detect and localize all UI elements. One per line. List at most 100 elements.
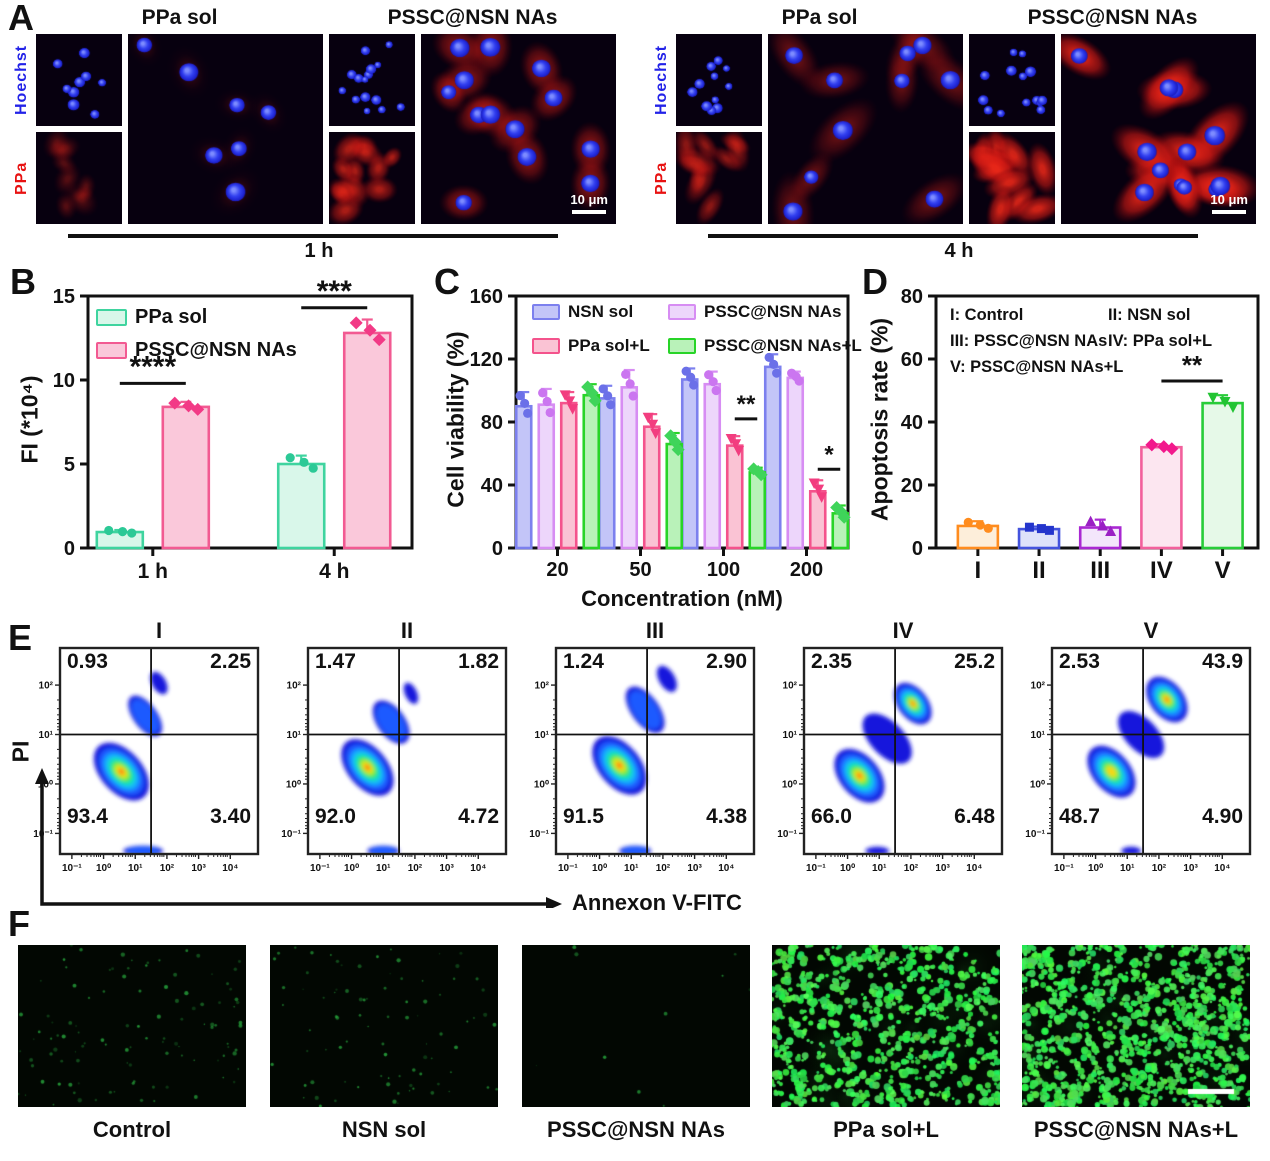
micrograph xyxy=(676,132,762,224)
svg-text:IV: IV xyxy=(1150,557,1173,584)
svg-text:40: 40 xyxy=(481,475,503,497)
legend-item: NSN sol xyxy=(532,302,633,322)
svg-text:10⁴: 10⁴ xyxy=(222,863,238,874)
svg-text:10²: 10² xyxy=(1031,681,1046,692)
scale-bar: 10 μm xyxy=(1210,191,1248,214)
svg-text:10⁻¹: 10⁻¹ xyxy=(33,829,53,840)
legend-item: PSSC@NSN NAs xyxy=(96,339,297,362)
svg-text:10¹: 10¹ xyxy=(1031,730,1046,741)
svg-text:10³: 10³ xyxy=(439,863,454,874)
svg-text:10⁻¹: 10⁻¹ xyxy=(310,863,330,874)
svg-text:10¹: 10¹ xyxy=(535,730,550,741)
svg-text:10³: 10³ xyxy=(935,863,950,874)
svg-text:0: 0 xyxy=(64,538,75,560)
svg-text:10⁰: 10⁰ xyxy=(286,779,301,790)
svg-text:10³: 10³ xyxy=(1183,863,1198,874)
flow-plot-title: V xyxy=(1143,618,1159,643)
svg-text:10²: 10² xyxy=(287,681,302,692)
svg-text:10²: 10² xyxy=(39,681,54,692)
legend-label: PPa sol xyxy=(135,306,208,328)
ppa-image xyxy=(329,132,415,224)
svg-text:III: III xyxy=(1090,557,1110,584)
ppa-image xyxy=(36,132,122,224)
svg-text:10¹: 10¹ xyxy=(287,730,302,741)
legend-line: II: NSN sol xyxy=(1108,306,1191,324)
legend-swatch xyxy=(532,304,560,320)
micrograph-grid: 10 μm xyxy=(36,34,616,224)
svg-text:10⁻¹: 10⁻¹ xyxy=(1025,829,1045,840)
micrograph xyxy=(329,34,415,126)
panel-e: E I 10⁻¹ 10⁰ 10¹ 10² 10³ 10⁴ 10² 10¹ 10⁰ 10⁻¹ 0.93 2… xyxy=(0,616,1270,915)
treatment-label: PSSC@NSN NAs xyxy=(547,1117,725,1142)
ppa-image xyxy=(969,132,1055,224)
svg-text:**: ** xyxy=(1182,350,1203,380)
hoechst-image xyxy=(676,34,762,126)
svg-text:10⁻¹: 10⁻¹ xyxy=(281,829,301,840)
row-label-ppa: PPa xyxy=(653,161,670,195)
treatment-label: Control xyxy=(92,1117,172,1142)
pi-axis-label: PI xyxy=(7,740,34,763)
svg-text:20: 20 xyxy=(546,559,568,581)
svg-text:10⁻¹: 10⁻¹ xyxy=(558,863,578,874)
time-underline xyxy=(708,234,1198,238)
svg-text:10²: 10² xyxy=(1152,863,1167,874)
ppa-image xyxy=(676,132,762,224)
flow-plot-title: I xyxy=(155,618,163,643)
time-label: 4 h xyxy=(944,240,974,262)
svg-text:10⁰: 10⁰ xyxy=(1088,863,1103,874)
svg-text:10¹: 10¹ xyxy=(1120,863,1135,874)
legend-item: PSSC@NSN NAs xyxy=(668,302,842,322)
merged-image xyxy=(128,34,323,224)
legend-label: PSSC@NSN NAs+L xyxy=(704,336,862,355)
hoechst-image xyxy=(329,34,415,126)
annexin-axis-label: Annexon V-FITC xyxy=(572,890,742,915)
svg-text:10⁻¹: 10⁻¹ xyxy=(62,863,82,874)
legend-line: IV: PPa sol+L xyxy=(1108,332,1213,350)
svg-text:10⁻¹: 10⁻¹ xyxy=(806,863,826,874)
merged-image xyxy=(768,34,963,224)
legend-swatch xyxy=(96,309,127,326)
micrograph xyxy=(128,34,323,224)
y-axis-label: Apoptosis rate (%) xyxy=(866,317,893,522)
row-label-hoechst: Hoechst xyxy=(13,44,30,116)
svg-text:V: V xyxy=(1215,557,1231,584)
svg-text:10⁴: 10⁴ xyxy=(718,863,734,874)
micrograph-grid: 10 μm xyxy=(676,34,1256,224)
svg-text:10⁰: 10⁰ xyxy=(1030,779,1045,790)
svg-text:10³: 10³ xyxy=(191,863,206,874)
legend-label: NSN sol xyxy=(568,302,634,321)
svg-text:10¹: 10¹ xyxy=(39,730,54,741)
merged-image xyxy=(421,34,616,224)
x-axis-label: Concentration (nM) xyxy=(581,586,783,611)
time-label: 1 h xyxy=(304,240,334,262)
svg-text:120: 120 xyxy=(470,349,503,371)
panel-a-group-1h: PPa sol PSSC@NSN NAs Hoechst PPa 10 μm 1… xyxy=(10,6,628,262)
svg-text:20: 20 xyxy=(901,475,923,497)
column-header: PPa sol xyxy=(141,6,218,29)
flow-plot-title: II xyxy=(400,618,414,643)
live-dead-image xyxy=(270,945,498,1107)
svg-text:I: I xyxy=(975,557,982,584)
svg-text:10⁴: 10⁴ xyxy=(1214,863,1230,874)
apoptosis-bar-chart: 0 20 40 60 80 I II III IV V ** xyxy=(860,262,1268,623)
flow-plot-title: III xyxy=(645,618,665,643)
legend-item: PPa sol+L xyxy=(532,336,650,356)
micrograph xyxy=(969,132,1055,224)
legend-swatch xyxy=(668,304,696,320)
scale-bar-text: 10 μm xyxy=(1210,191,1248,207)
svg-text:10⁰: 10⁰ xyxy=(96,863,111,874)
treatment-label: PPa sol+L xyxy=(833,1117,939,1142)
flow-plot: 10⁻¹ 10⁰ 10¹ 10² 10³ 10⁴ 10² 10¹ 10⁰ 10⁻¹ xyxy=(777,646,1004,874)
svg-text:II: II xyxy=(1032,557,1045,584)
svg-text:10⁰: 10⁰ xyxy=(38,779,53,790)
live-dead-image xyxy=(772,945,1000,1107)
svg-text:10⁻¹: 10⁻¹ xyxy=(1054,863,1074,874)
svg-text:***: *** xyxy=(317,275,352,308)
panel-b-label: B xyxy=(10,261,36,302)
svg-text:15: 15 xyxy=(53,286,75,308)
scale-bar-text: 10 μm xyxy=(570,191,608,207)
legend-swatch xyxy=(532,338,560,354)
